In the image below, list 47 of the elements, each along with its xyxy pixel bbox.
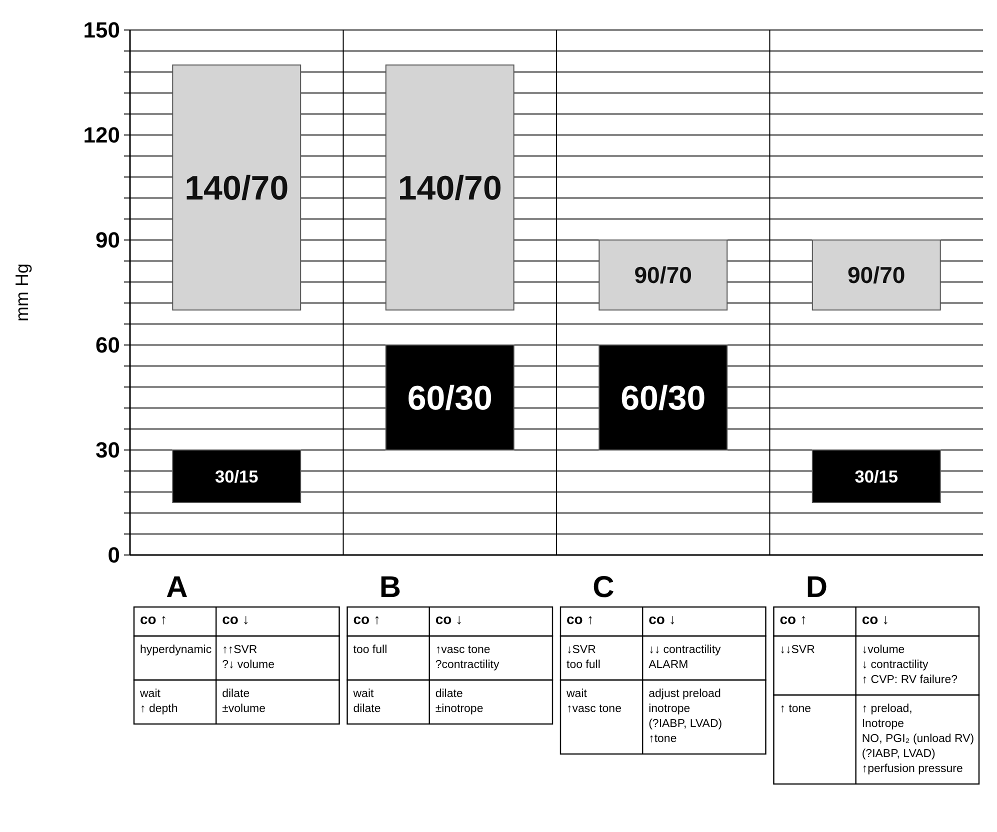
text: co ↑ (353, 611, 380, 627)
data-label: 140/70 (398, 169, 502, 208)
text: co ↓ (435, 611, 463, 627)
data-label: 30/15 (854, 466, 898, 486)
bar (385, 64, 514, 310)
data-label: 60/30 (407, 379, 492, 418)
text: ↓SVR too full (566, 644, 600, 671)
text: ↑ preload, Inotrope NO, PGI₂ (unload RV) (?IABP, LVAD) ↑perfusion pressure (862, 703, 974, 775)
data-label: 60/30 (620, 379, 706, 418)
y-tick-label: 60 (96, 332, 120, 358)
text: hyperdynamic (140, 644, 212, 656)
data-label: 30/15 (214, 466, 259, 486)
text: co ↓ (862, 611, 890, 627)
bar (172, 64, 302, 310)
text: co ↓ (648, 611, 676, 627)
text: co ↑ (566, 611, 594, 627)
x-tick-label: B (379, 571, 401, 604)
text: ↑ tone (780, 703, 812, 715)
y-tick-label: 120 (83, 122, 120, 148)
text: wait dilate (352, 688, 381, 715)
data-label: 90/70 (634, 262, 692, 288)
text: ↓volume ↓ contractility ↑ CVP: RV failure? (862, 644, 958, 686)
y-tick-label: 30 (96, 438, 120, 463)
y-axis-title: mm Hg (12, 264, 32, 322)
data-label: 140/70 (184, 169, 289, 208)
text: dilate ±volume (222, 688, 266, 715)
bar (598, 240, 728, 310)
text: co ↑ (140, 611, 168, 627)
text: wait ↑vasc tone (566, 688, 622, 715)
text: dilate ±inotrope (435, 688, 484, 715)
text: ↑↑SVR ?↓ volume (222, 644, 275, 671)
text: adjust preload inotrope (?IABP, LVAD) ↑tone (648, 688, 722, 745)
y-tick-label: 90 (96, 228, 120, 253)
text: ↑vasc tone ?contractility (435, 644, 500, 671)
text: too full (353, 644, 388, 656)
text: ↓↓SVR (780, 644, 815, 656)
y-tick-label: 0 (108, 542, 120, 568)
x-tick-label: C (592, 571, 614, 604)
data-label: 90/70 (847, 262, 906, 288)
x-tick-label: D (806, 571, 828, 604)
x-tick-label: A (166, 571, 188, 604)
y-tick-label: 150 (83, 18, 120, 43)
text: co ↓ (222, 611, 250, 627)
text: wait ↑ depth (139, 688, 178, 715)
text: co ↑ (780, 611, 807, 627)
text: ↓↓ contractility ALARM (648, 644, 722, 671)
bar (812, 240, 941, 310)
